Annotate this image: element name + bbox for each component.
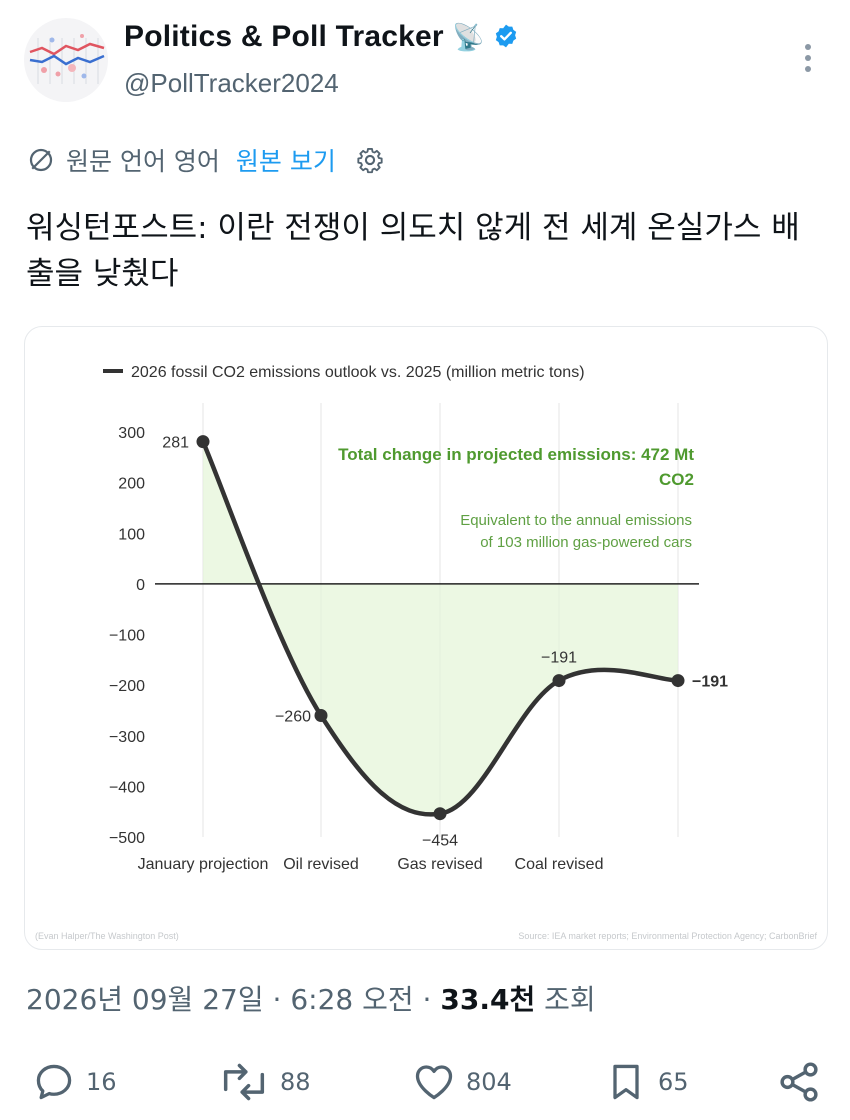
reply-icon bbox=[36, 1064, 72, 1100]
post-time[interactable]: 6:28 오전 bbox=[290, 983, 414, 1016]
like-button[interactable]: 804 bbox=[412, 1060, 512, 1104]
display-name-row[interactable]: Politics & Poll Tracker 📡 bbox=[124, 20, 519, 54]
data-point bbox=[314, 709, 328, 722]
gear-icon[interactable] bbox=[356, 146, 384, 174]
retweet-icon bbox=[223, 1063, 265, 1101]
data-point bbox=[433, 807, 447, 821]
data-label: 281 bbox=[162, 435, 189, 452]
retweet-count: 88 bbox=[280, 1068, 311, 1096]
share-button[interactable] bbox=[776, 1060, 822, 1104]
y-tick-label: −100 bbox=[109, 628, 145, 645]
annotation-title-line1: Total change in projected emissions: 472… bbox=[338, 445, 694, 464]
view-count: 33.4천 bbox=[440, 983, 536, 1016]
series-line bbox=[200, 439, 681, 817]
data-point bbox=[552, 674, 566, 688]
y-tick-label: 200 bbox=[118, 476, 145, 493]
avatar-chart-logo bbox=[29, 34, 105, 84]
display-name[interactable]: Politics & Poll Tracker bbox=[124, 20, 444, 53]
original-language-label: 원문 언어 영어 bbox=[66, 147, 220, 176]
y-tick-label: −500 bbox=[109, 830, 145, 847]
data-label: −454 bbox=[422, 833, 458, 850]
translate-globe-icon bbox=[29, 148, 53, 172]
bookmark-button[interactable]: 65 bbox=[604, 1060, 689, 1104]
data-point bbox=[196, 435, 210, 449]
annotation-body-line2: of 103 million gas-powered cars bbox=[480, 534, 692, 551]
y-tick-label: −400 bbox=[109, 779, 145, 796]
view-original-link[interactable]: 원본 보기 bbox=[235, 147, 336, 176]
data-label: −191 bbox=[541, 650, 577, 667]
reply-count: 16 bbox=[86, 1068, 117, 1096]
verified-badge-icon bbox=[496, 24, 517, 48]
more-options-icon[interactable] bbox=[800, 44, 816, 76]
x-tick-label: Oil revised bbox=[283, 856, 359, 873]
photo-credit: (Evan Halper/The Washington Post) bbox=[35, 931, 179, 941]
share-icon bbox=[780, 1062, 818, 1102]
x-tick-label: January projection bbox=[138, 856, 269, 873]
data-point bbox=[671, 674, 685, 688]
legend-label: 2026 fossil CO2 emissions outlook vs. 20… bbox=[131, 364, 585, 381]
data-label: −260 bbox=[275, 709, 311, 726]
avatar[interactable] bbox=[24, 18, 108, 102]
like-count: 804 bbox=[466, 1068, 512, 1096]
y-tick-label: −200 bbox=[109, 678, 145, 695]
bookmark-count: 65 bbox=[658, 1068, 689, 1096]
heart-icon bbox=[415, 1065, 453, 1100]
y-tick-label: −300 bbox=[109, 729, 145, 746]
emissions-line-chart: 2026 fossil CO2 emissions outlook vs. 20… bbox=[35, 364, 817, 941]
annotation-title-line2: CO2 bbox=[659, 470, 694, 489]
view-label: 조회 bbox=[544, 983, 596, 1016]
y-tick-label: 0 bbox=[136, 577, 145, 594]
annotation-body-line1: Equivalent to the annual emissions bbox=[460, 512, 692, 529]
retweet-button[interactable]: 88 bbox=[218, 1060, 311, 1104]
bookmark-icon bbox=[613, 1064, 639, 1100]
chart-source: Source: IEA market reports; Environmenta… bbox=[518, 931, 817, 941]
translation-bar: 원문 언어 영어 원본 보기 bbox=[26, 140, 384, 180]
area-fill bbox=[203, 441, 678, 815]
tweet-text: 워싱턴포스트: 이란 전쟁이 의도치 않게 전 세계 온실가스 배출을 낮췄다 bbox=[26, 210, 800, 292]
y-tick-label: 100 bbox=[118, 526, 145, 543]
post-date[interactable]: 2026년 09월 27일 bbox=[26, 983, 264, 1016]
data-label: −191 bbox=[692, 674, 728, 691]
chart-card[interactable]: 2026 fossil CO2 emissions outlook vs. 20… bbox=[24, 326, 828, 950]
user-handle[interactable]: @PollTracker2024 bbox=[124, 68, 339, 98]
y-tick-label: 300 bbox=[118, 425, 145, 442]
x-tick-label: Coal revised bbox=[515, 856, 604, 873]
reply-button[interactable]: 16 bbox=[32, 1060, 117, 1104]
post-meta: 2026년 09월 27일 · 6:28 오전 · 33.4천 조회 bbox=[26, 983, 596, 1016]
satellite-dish-emoji: 📡 bbox=[452, 22, 485, 52]
x-tick-label: Gas revised bbox=[397, 856, 482, 873]
